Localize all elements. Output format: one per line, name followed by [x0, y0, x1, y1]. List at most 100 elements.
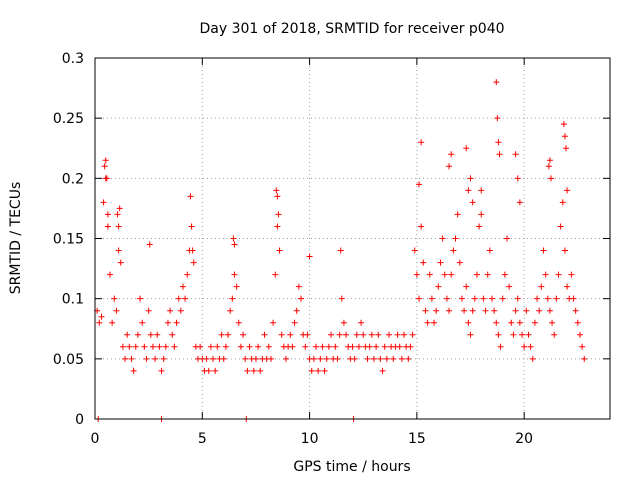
data-point: [235, 319, 242, 326]
data-point: [214, 343, 221, 350]
data-point: [282, 355, 289, 362]
data-point: [293, 307, 300, 314]
data-point: [491, 307, 498, 314]
data-point: [114, 211, 121, 218]
data-point: [407, 343, 414, 350]
data-point: [560, 121, 567, 128]
data-point: [355, 343, 362, 350]
data-point: [463, 145, 470, 152]
data-point: [456, 259, 463, 266]
chart-title: Day 301 of 2018, SRMTID for receiver p04…: [199, 21, 504, 37]
data-point: [102, 157, 109, 164]
y-tick-label: 0.3: [62, 51, 84, 67]
data-point: [207, 343, 214, 350]
data-point: [111, 295, 118, 302]
axis-ticks: 0 0.05 0.1 0.15 0.2 0.25 0.3 0 5 10 15 20: [53, 51, 610, 447]
data-point: [433, 307, 440, 314]
data-point: [458, 295, 465, 302]
data-point: [574, 319, 581, 326]
data-point: [246, 343, 253, 350]
data-point: [563, 145, 570, 152]
data-point: [416, 295, 423, 302]
data-point: [383, 355, 390, 362]
data-point: [164, 319, 171, 326]
data-point: [100, 199, 107, 206]
data-point: [122, 355, 129, 362]
data-point: [547, 175, 554, 182]
data-point: [488, 295, 495, 302]
data-point: [220, 355, 227, 362]
data-point: [139, 319, 146, 326]
data-point: [203, 355, 210, 362]
data-point: [189, 247, 196, 254]
data-point: [452, 235, 459, 242]
data-point: [467, 331, 474, 338]
data-point: [448, 151, 455, 158]
data-point: [553, 295, 560, 302]
data-point: [480, 295, 487, 302]
data-point: [275, 211, 282, 218]
data-point: [441, 271, 448, 278]
data-point: [119, 343, 126, 350]
data-point: [439, 235, 446, 242]
data-point: [227, 307, 234, 314]
data-point: [581, 355, 588, 362]
data-point: [141, 343, 148, 350]
data-point: [396, 343, 403, 350]
data-point: [175, 295, 182, 302]
data-point: [561, 247, 568, 254]
data-point: [446, 163, 453, 170]
data-point: [510, 331, 517, 338]
data-point: [514, 175, 521, 182]
data-point: [461, 307, 468, 314]
data-point: [540, 247, 547, 254]
data-point: [394, 331, 401, 338]
data-point: [115, 247, 122, 254]
data-point: [298, 295, 304, 302]
data-point: [96, 319, 103, 326]
data-point: [117, 259, 124, 266]
data-point: [411, 247, 418, 254]
data-point: [426, 271, 433, 278]
data-point: [167, 307, 174, 314]
data-point: [473, 271, 480, 278]
data-point: [428, 295, 435, 302]
data-point: [156, 343, 163, 350]
data-point: [323, 355, 330, 362]
data-point: [179, 283, 186, 290]
data-point: [319, 343, 326, 350]
data-point: [349, 343, 356, 350]
data-point: [413, 271, 420, 278]
data-point: [128, 355, 135, 362]
data-point: [182, 295, 189, 302]
data-point: [273, 187, 280, 194]
data-point: [373, 343, 380, 350]
data-point: [422, 307, 429, 314]
data-point: [173, 319, 180, 326]
data-point: [287, 331, 294, 338]
data-point: [328, 331, 335, 338]
data-point: [160, 355, 167, 362]
data-point: [332, 343, 339, 350]
data-point: [154, 331, 161, 338]
data-point: [368, 331, 375, 338]
data-point: [360, 331, 367, 338]
data-point: [295, 283, 302, 290]
data-point: [340, 319, 347, 326]
data-point: [420, 259, 427, 266]
data-point: [231, 241, 238, 248]
data-point: [381, 343, 388, 350]
data-point: [493, 319, 500, 326]
x-tick-label: 0: [91, 431, 100, 447]
data-point: [109, 319, 116, 326]
data-point: [231, 271, 238, 278]
data-point: [418, 223, 425, 230]
data-point: [493, 79, 500, 86]
data-point: [351, 355, 358, 362]
data-point: [506, 283, 513, 290]
data-point: [104, 223, 111, 230]
data-point: [546, 307, 553, 314]
data-point: [471, 295, 478, 302]
data-point: [504, 235, 510, 242]
